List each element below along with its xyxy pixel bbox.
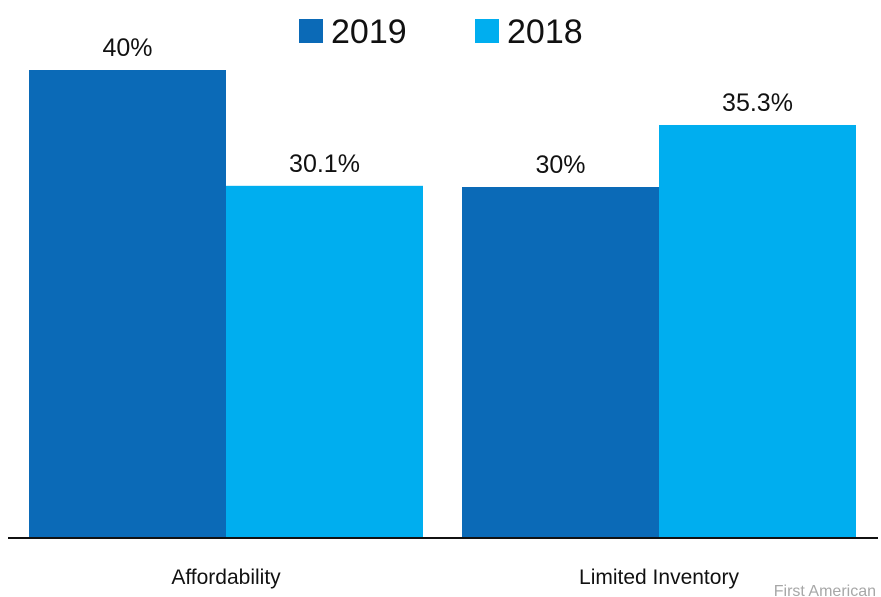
data-label-2018-limited-inventory: 35.3%: [722, 89, 793, 117]
x-axis-tick-label-affordability: Affordability: [171, 566, 281, 589]
bar-2019-limited-inventory: [462, 187, 659, 538]
legend-swatch-2018: [475, 19, 499, 43]
legend-label-2019: 2019: [331, 13, 407, 51]
bar-2019-affordability: [29, 70, 226, 538]
data-label-2019-affordability: 40%: [102, 34, 152, 62]
x-axis-tick-label-limited-inventory: Limited Inventory: [579, 566, 739, 589]
source-label: First American: [774, 583, 876, 597]
bar-2018-affordability: [226, 185, 423, 538]
legend-label-2018: 2018: [507, 13, 583, 51]
legend-swatch-2019: [299, 19, 323, 43]
data-label-2019-limited-inventory: 30%: [535, 151, 585, 179]
bar-2018-limited-inventory: [659, 124, 856, 539]
data-label-2018-affordability: 30.1%: [289, 150, 360, 178]
